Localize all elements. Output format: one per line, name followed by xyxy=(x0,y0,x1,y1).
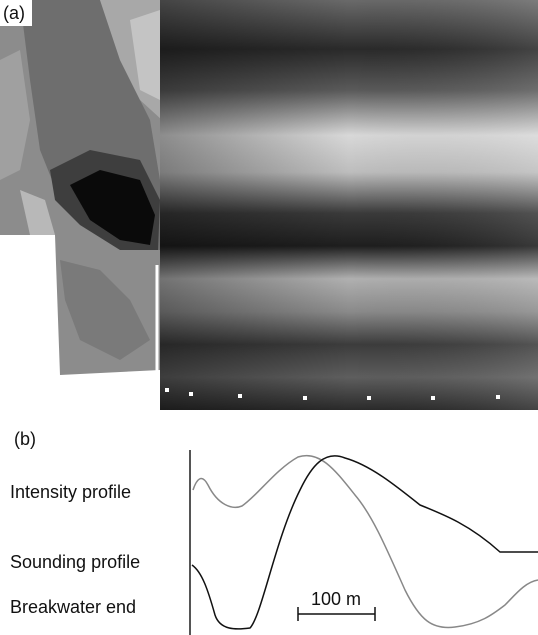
profile-label: Breakwater end xyxy=(10,597,136,617)
contour-map xyxy=(0,0,165,375)
intensity-profile xyxy=(192,454,538,629)
sonar-image xyxy=(155,0,538,410)
scale-bar xyxy=(297,607,376,621)
sounding-profile xyxy=(191,455,538,630)
panel-label: (b) xyxy=(14,429,36,449)
profile-label: Intensity profile xyxy=(10,482,131,502)
panel-label: (a) xyxy=(3,3,25,23)
scale-label: 100 m xyxy=(311,589,361,609)
profile-label: Sounding profile xyxy=(10,552,140,572)
label-box xyxy=(0,0,32,26)
